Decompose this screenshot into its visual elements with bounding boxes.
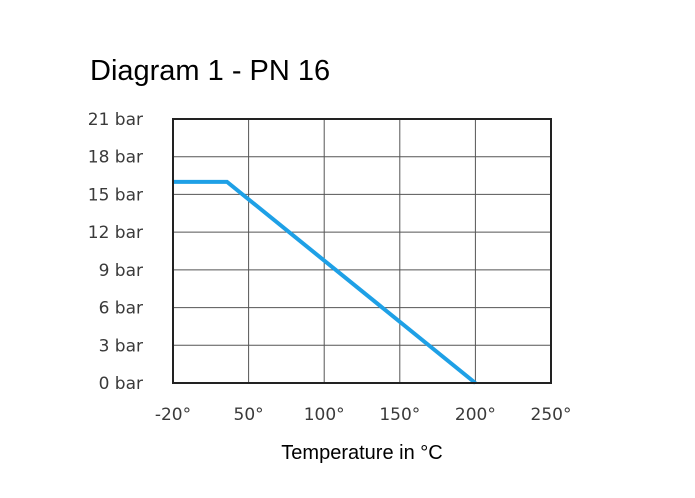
y-tick-label: 0 bar [99, 374, 143, 394]
chart-title: Diagram 1 - PN 16 [90, 55, 330, 87]
y-tick-label: 21 bar [88, 110, 143, 130]
pressure-rating-line [173, 179, 477, 385]
x-tick-label: 100° [304, 405, 345, 425]
y-tick-label: 18 bar [88, 148, 143, 168]
x-tick-label: 50° [234, 405, 264, 425]
plot-frame [172, 118, 552, 384]
y-tick-label: 3 bar [99, 336, 143, 356]
y-tick-label: 15 bar [88, 185, 143, 205]
y-tick-label: 9 bar [99, 261, 143, 281]
y-tick-label: 6 bar [99, 299, 143, 319]
x-tick-label: 200° [455, 405, 496, 425]
x-tick-label: 150° [379, 405, 420, 425]
y-tick-label: 12 bar [88, 223, 143, 243]
x-tick-label: -20° [155, 405, 191, 425]
x-tick-label: 250° [531, 405, 572, 425]
x-axis-label: Temperature in °C [281, 442, 442, 464]
